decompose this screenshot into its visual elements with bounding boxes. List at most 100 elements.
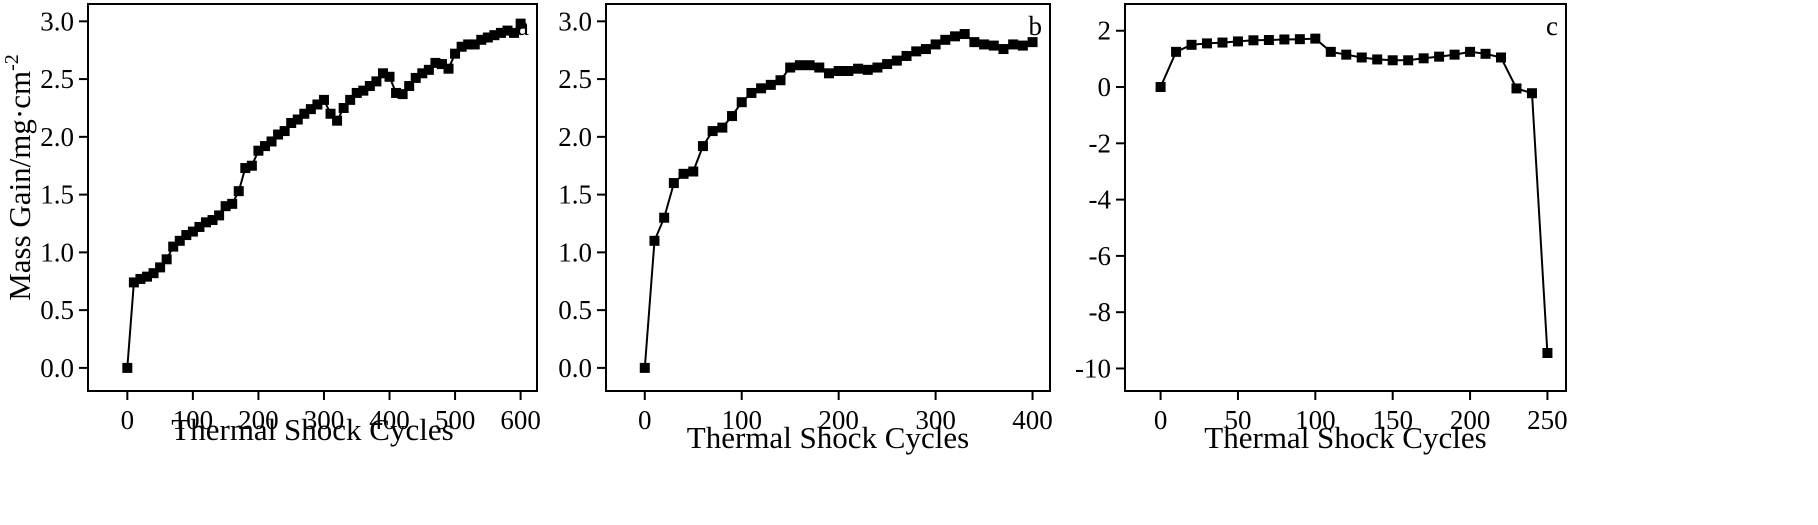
data-point	[1232, 36, 1243, 47]
y-tick-label: 0.5	[40, 295, 74, 325]
x-tick-label: 200	[1450, 405, 1491, 435]
data-point	[463, 39, 474, 50]
data-point	[509, 27, 520, 38]
data-point	[1387, 55, 1398, 66]
data-point	[765, 79, 776, 90]
x-tick-label: 0	[121, 405, 135, 435]
data-point	[168, 241, 179, 252]
x-tick-label: 200	[818, 405, 859, 435]
data-point	[128, 277, 139, 288]
plot-frame	[87, 3, 538, 392]
data-point	[312, 99, 323, 110]
data-point	[1248, 35, 1259, 46]
y-tick-label: 3.0	[558, 6, 592, 36]
data-point	[911, 46, 922, 57]
y-tick-label: 0.0	[558, 353, 592, 383]
plot-frame	[605, 3, 1051, 392]
data-point	[1017, 40, 1028, 51]
data-point	[259, 141, 270, 152]
x-axis-title: Thermal Shock Cycles	[1204, 420, 1486, 455]
x-tick-label: 600	[500, 405, 541, 435]
data-point	[318, 94, 329, 105]
data-point	[404, 81, 415, 92]
data-point	[785, 62, 796, 73]
data-point	[882, 59, 893, 70]
data-point	[450, 48, 461, 59]
panel-a: 0 100 200 300 400 500 600 0.0 0.5 1.0 1.5 2.0 2.5 3.0…	[1, 3, 541, 447]
data-point	[998, 44, 1009, 55]
data-point	[148, 268, 159, 279]
panel-letter: c	[1546, 11, 1558, 41]
y-tick-label: 0	[1098, 72, 1112, 102]
panel-c: 0 50 100 150 200 250 -10 -8 -6 -4 -2 0 2 Thermal Shoc…	[1075, 3, 1568, 455]
data-point	[397, 89, 408, 100]
data-point	[364, 81, 375, 92]
data-point	[1480, 48, 1491, 59]
y-axis-title-superscript: -2	[1, 54, 23, 71]
data-point	[1202, 38, 1213, 49]
data-point	[155, 262, 166, 273]
data-point	[371, 76, 382, 87]
data-point	[1186, 39, 1197, 50]
data-point	[843, 66, 854, 77]
x-tick-label: 400	[1012, 405, 1053, 435]
x-tick-label: 0	[1154, 405, 1168, 435]
y-tick-label: 2.5	[558, 64, 592, 94]
data-point	[649, 235, 660, 246]
panel-b: 0 100 200 300 400 0.0 0.5 1.0 1.5 2.0 2.5 3.0 Therma…	[558, 3, 1053, 455]
x-tick-label: 150	[1372, 405, 1413, 435]
y-tick-label: 2.0	[558, 122, 592, 152]
data-point	[338, 102, 349, 113]
data-point	[351, 87, 362, 98]
data-point	[804, 60, 815, 71]
data-point	[969, 37, 980, 48]
data-point	[299, 108, 310, 119]
data-point	[141, 271, 152, 282]
data-point	[482, 32, 493, 43]
data-point	[1496, 52, 1507, 63]
data-point	[161, 254, 172, 265]
data-point	[707, 126, 718, 137]
data-point	[920, 44, 931, 55]
data-point	[469, 39, 480, 50]
data-point	[515, 18, 526, 29]
data-point	[1372, 54, 1383, 65]
data-point	[901, 50, 912, 61]
data-point	[1217, 37, 1228, 48]
data-point	[1449, 49, 1460, 60]
x-axis-title: Thermal Shock Cycles	[171, 412, 453, 447]
data-point	[286, 117, 297, 128]
y-tick-label: -10	[1075, 353, 1111, 383]
data-point	[1542, 348, 1553, 359]
y-tick-label: 1.0	[558, 237, 592, 267]
data-point	[292, 114, 303, 125]
series-line	[1159, 37, 1549, 354]
y-tick-label: 1.0	[40, 237, 74, 267]
data-point	[930, 39, 941, 50]
y-tick-label: 3.0	[40, 6, 74, 36]
data-point	[746, 87, 757, 98]
data-point	[220, 201, 231, 212]
data-point	[410, 72, 421, 83]
y-tick-label: 2.5	[40, 64, 74, 94]
x-axis-title: Thermal Shock Cycles	[687, 420, 969, 455]
series-line	[126, 23, 522, 368]
data-point	[1403, 55, 1414, 66]
data-point	[1294, 34, 1305, 45]
data-point	[697, 141, 708, 152]
y-tick-label: 1.5	[40, 180, 74, 210]
x-tick-label: 400	[369, 405, 410, 435]
data-point	[959, 29, 970, 40]
data-point	[135, 273, 146, 284]
data-point	[1465, 46, 1476, 57]
data-point	[1526, 88, 1537, 99]
data-point	[266, 136, 277, 147]
y-tick-label: 1.5	[558, 180, 592, 210]
data-point	[279, 126, 290, 137]
data-point	[273, 129, 284, 140]
y-axis-title: Mass Gain/mg·cm-2	[1, 54, 37, 301]
x-tick-label: 0	[638, 405, 652, 435]
data-point	[668, 178, 679, 189]
data-point	[174, 235, 185, 246]
